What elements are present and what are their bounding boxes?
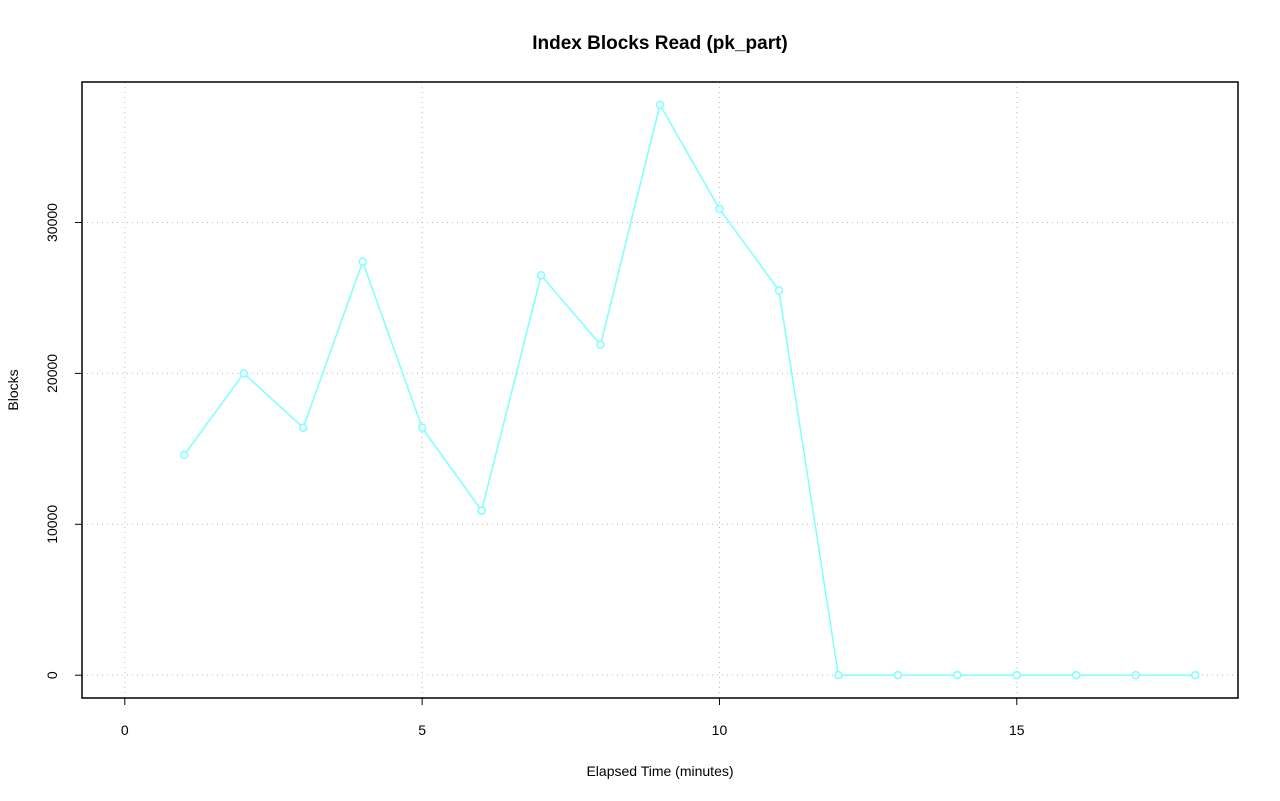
x-tick-label: 15 [1009, 722, 1025, 738]
data-point [1131, 670, 1140, 680]
data-point [596, 340, 605, 349]
x-tick-label: 0 [121, 722, 129, 738]
y-axis-label: Blocks [5, 369, 21, 410]
x-tick-label: 10 [712, 722, 728, 738]
x-axis-label: Elapsed Time (minutes) [586, 763, 733, 779]
x-tick-label: 5 [418, 722, 426, 738]
data-point [180, 450, 189, 460]
data-point [417, 423, 427, 432]
chart-title: Index Blocks Read (pk_part) [532, 33, 788, 54]
data-point [834, 670, 843, 680]
plot-frame [81, 81, 1239, 699]
y-tick-label: 20000 [44, 354, 60, 393]
data-point [358, 257, 367, 266]
data-point [1072, 670, 1081, 680]
data-point [239, 369, 248, 378]
data-point [536, 271, 546, 280]
data-point [298, 423, 308, 432]
data-point [715, 204, 724, 214]
data-point [1190, 670, 1200, 680]
data-point [953, 670, 962, 680]
data-point [655, 100, 665, 110]
data-point [774, 286, 784, 295]
data-point [1012, 670, 1022, 680]
y-tick-label: 0 [44, 671, 60, 679]
series-line [183, 102, 1196, 676]
data-point [477, 506, 486, 515]
data-point [893, 670, 903, 680]
y-tick-label: 30000 [44, 203, 60, 242]
y-tick-label: 10000 [44, 505, 60, 544]
